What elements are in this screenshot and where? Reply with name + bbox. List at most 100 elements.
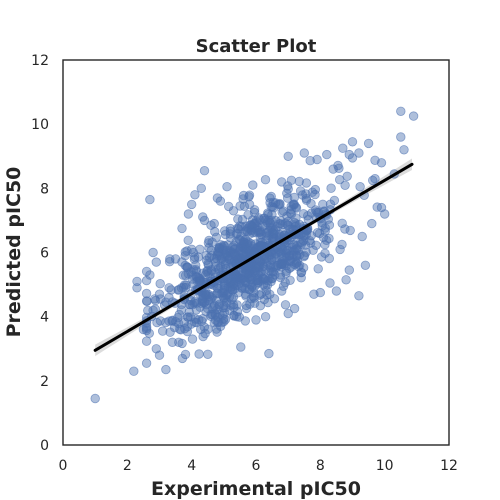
data-point — [148, 247, 158, 258]
data-point — [258, 261, 269, 272]
y-axis-label: Predicted pIC50 — [3, 167, 25, 338]
x-tick-label: 4 — [187, 458, 196, 474]
data-point — [277, 253, 287, 263]
data-point — [399, 145, 409, 155]
data-point — [260, 312, 271, 322]
data-point — [241, 225, 252, 235]
data-point — [278, 281, 289, 292]
data-point — [203, 349, 213, 360]
data-point — [310, 184, 321, 195]
data-point — [249, 207, 260, 218]
data-point — [145, 194, 155, 205]
data-point — [367, 218, 377, 229]
data-point — [250, 227, 260, 237]
data-point — [154, 289, 165, 299]
x-tick-label: 2 — [123, 458, 132, 474]
data-point — [338, 143, 348, 153]
data-point — [277, 207, 287, 217]
data-point — [185, 312, 196, 322]
data-point — [316, 252, 327, 262]
data-point — [306, 198, 316, 209]
data-point — [183, 209, 194, 219]
data-point — [186, 244, 197, 255]
data-point — [318, 199, 328, 210]
data-point — [233, 224, 244, 234]
data-point — [214, 243, 224, 253]
data-point — [164, 283, 174, 293]
data-point — [155, 279, 165, 289]
data-point — [277, 286, 287, 296]
data-point — [219, 226, 230, 236]
data-point — [183, 312, 193, 322]
data-point — [347, 153, 358, 163]
data-point — [141, 358, 152, 368]
y-tick-label: 12 — [31, 53, 49, 69]
data-point — [195, 244, 205, 255]
data-point — [283, 308, 293, 319]
data-point — [141, 288, 152, 299]
data-point — [285, 224, 295, 235]
data-point — [231, 312, 242, 322]
data-point — [296, 273, 306, 283]
data-point — [278, 206, 289, 216]
data-point — [344, 265, 355, 275]
data-point — [322, 149, 332, 160]
data-point — [214, 301, 224, 311]
data-point — [228, 206, 239, 216]
data-point — [261, 285, 272, 296]
data-point — [209, 218, 219, 229]
data-point — [337, 239, 347, 250]
data-point — [180, 250, 190, 261]
data-point — [347, 137, 358, 147]
x-tick-label: 6 — [252, 458, 261, 474]
data-point — [238, 190, 249, 201]
data-point — [285, 275, 295, 286]
data-point — [337, 218, 347, 229]
data-point — [325, 278, 335, 288]
plot-frame — [62, 59, 450, 446]
data-point — [308, 245, 318, 255]
data-point — [345, 225, 355, 236]
data-point — [167, 316, 177, 326]
data-point — [241, 300, 252, 311]
data-point — [167, 337, 178, 348]
data-point — [237, 214, 248, 225]
data-point — [207, 291, 218, 301]
data-point — [138, 324, 149, 335]
data-point — [225, 276, 235, 287]
data-point — [311, 240, 321, 251]
data-point — [194, 349, 204, 359]
y-tick-label: 2 — [40, 374, 49, 390]
data-point — [265, 260, 276, 270]
data-point — [212, 193, 223, 203]
data-point — [277, 177, 287, 187]
data-point — [273, 199, 284, 210]
data-point — [188, 279, 199, 289]
data-point — [301, 178, 312, 188]
data-point — [174, 309, 185, 320]
data-point — [141, 275, 152, 286]
data-point — [380, 209, 390, 219]
regression-line — [93, 162, 414, 352]
data-point — [225, 305, 235, 316]
data-point — [313, 207, 324, 217]
data-point — [335, 244, 345, 255]
data-point — [278, 219, 288, 230]
data-point — [202, 266, 212, 277]
data-point — [355, 181, 365, 192]
data-point — [340, 224, 350, 234]
data-point — [258, 273, 269, 284]
data-point — [275, 270, 285, 280]
data-point — [263, 297, 273, 308]
data-point — [301, 230, 311, 240]
data-point — [370, 155, 380, 166]
data-point — [296, 267, 306, 278]
data-point — [141, 266, 152, 277]
data-point — [269, 226, 279, 236]
data-point — [251, 315, 261, 325]
data-point — [396, 106, 406, 117]
data-point — [154, 350, 165, 360]
data-point — [164, 257, 175, 267]
data-point — [266, 191, 276, 202]
